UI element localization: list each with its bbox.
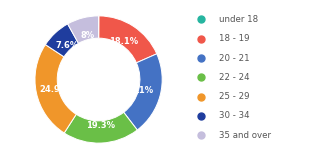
Text: under 18: under 18 — [219, 15, 258, 24]
Text: 21%: 21% — [133, 86, 153, 95]
Text: 19.3%: 19.3% — [86, 121, 115, 130]
Wedge shape — [68, 16, 99, 43]
Wedge shape — [124, 54, 162, 130]
Text: 30 - 34: 30 - 34 — [219, 111, 249, 121]
Text: 22 - 24: 22 - 24 — [219, 73, 249, 82]
Text: 35 and over: 35 and over — [219, 131, 271, 140]
Wedge shape — [99, 16, 157, 63]
Wedge shape — [35, 45, 76, 133]
Wedge shape — [64, 112, 137, 143]
Text: 8%: 8% — [80, 31, 94, 40]
Wedge shape — [45, 24, 79, 57]
Text: 20 - 21: 20 - 21 — [219, 54, 249, 62]
Text: 25 - 29: 25 - 29 — [219, 92, 249, 101]
Text: 24.9%: 24.9% — [39, 85, 68, 93]
Text: 18.1%: 18.1% — [109, 37, 138, 46]
Text: 7.6%: 7.6% — [56, 41, 79, 50]
Text: 18 - 19: 18 - 19 — [219, 34, 249, 43]
